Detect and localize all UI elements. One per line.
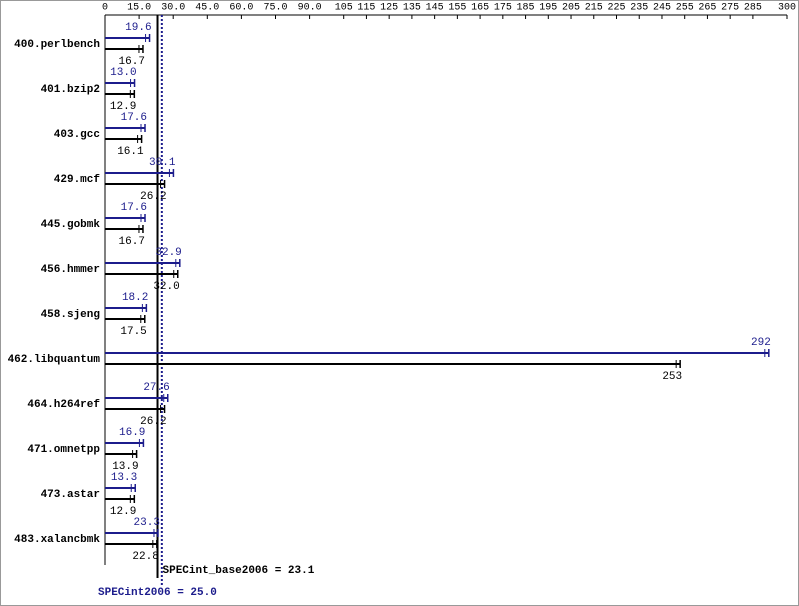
x-tick-label: 300 xyxy=(778,3,796,14)
value-label: 18.2 xyxy=(122,292,148,304)
category-label: 429.mcf xyxy=(54,174,101,186)
x-tick-label: 155 xyxy=(448,3,466,14)
x-tick-label: 205 xyxy=(562,3,580,14)
x-tick-label: 125 xyxy=(380,3,398,14)
value-label: 16.7 xyxy=(119,56,145,68)
value-label: 26.2 xyxy=(140,191,166,203)
reference-label: SPECint_base2006 = 23.1 xyxy=(163,565,315,577)
category-label: 401.bzip2 xyxy=(41,84,100,96)
category-label: 462.libquantum xyxy=(8,354,101,366)
x-tick-label: 225 xyxy=(607,3,625,14)
value-label: 16.7 xyxy=(119,236,145,248)
value-label: 16.1 xyxy=(117,146,144,158)
x-tick-label: 255 xyxy=(676,3,694,14)
category-label: 400.perlbench xyxy=(14,39,100,51)
x-tick-label: 75.0 xyxy=(263,3,287,14)
value-label: 26.2 xyxy=(140,416,166,428)
category-label: 464.h264ref xyxy=(27,399,100,411)
x-tick-label: 135 xyxy=(403,3,421,14)
value-label: 253 xyxy=(662,371,682,383)
category-label: 473.astar xyxy=(41,489,100,501)
x-tick-label: 30.0 xyxy=(161,3,185,14)
x-tick-label: 275 xyxy=(721,3,739,14)
value-label: 19.6 xyxy=(125,22,151,34)
x-tick-label: 285 xyxy=(744,3,762,14)
category-label: 445.gobmk xyxy=(41,219,101,231)
x-tick-label: 0 xyxy=(102,3,108,14)
x-tick-label: 235 xyxy=(630,3,648,14)
value-label: 23.3 xyxy=(134,517,160,529)
x-tick-label: 15.0 xyxy=(127,3,151,14)
x-tick-label: 115 xyxy=(357,3,375,14)
x-tick-label: 105 xyxy=(335,3,353,14)
value-label: 17.6 xyxy=(121,202,147,214)
x-tick-label: 195 xyxy=(539,3,557,14)
value-label: 13.0 xyxy=(110,67,136,79)
category-label: 458.sjeng xyxy=(41,309,100,321)
x-tick-label: 45.0 xyxy=(195,3,219,14)
value-label: 12.9 xyxy=(110,101,136,113)
x-tick-label: 265 xyxy=(698,3,716,14)
category-label: 483.xalancbmk xyxy=(14,534,100,546)
category-label: 471.omnetpp xyxy=(27,444,100,456)
value-label: 17.5 xyxy=(120,326,146,338)
value-label: 13.9 xyxy=(112,461,138,473)
value-label: 32.9 xyxy=(155,247,181,259)
x-tick-label: 90.0 xyxy=(298,3,322,14)
x-tick-label: 60.0 xyxy=(229,3,253,14)
x-tick-label: 215 xyxy=(585,3,603,14)
value-label: 17.6 xyxy=(121,112,147,124)
value-label: 12.9 xyxy=(110,506,136,518)
value-label: 13.3 xyxy=(111,472,137,484)
value-label: 30.1 xyxy=(149,157,176,169)
x-tick-label: 245 xyxy=(653,3,671,14)
value-label: 292 xyxy=(751,337,771,349)
x-tick-label: 165 xyxy=(471,3,489,14)
x-tick-label: 185 xyxy=(517,3,535,14)
x-tick-label: 175 xyxy=(494,3,512,14)
category-label: 403.gcc xyxy=(54,129,100,141)
value-label: 32.0 xyxy=(153,281,179,293)
value-label: 27.6 xyxy=(143,382,169,394)
value-label: 16.9 xyxy=(119,427,145,439)
x-tick-label: 145 xyxy=(426,3,444,14)
value-label: 22.8 xyxy=(132,551,158,563)
category-label: 456.hmmer xyxy=(41,264,100,276)
reference-label: SPECint2006 = 25.0 xyxy=(98,587,217,599)
